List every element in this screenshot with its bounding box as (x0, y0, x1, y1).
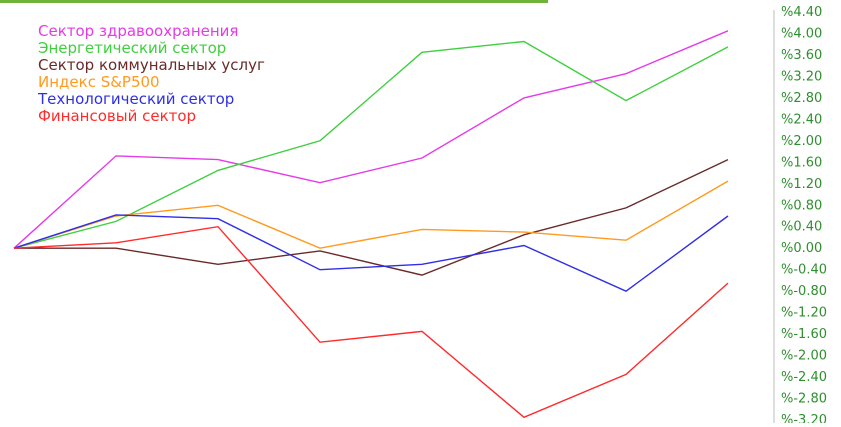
y-tick-label: %0.00 (781, 241, 822, 256)
y-tick-label: %-2.00 (781, 349, 827, 364)
series-line-5 (14, 215, 728, 291)
y-tick-label: %-3.20 (781, 413, 827, 423)
legend-entry-4: Индекс S&P500 (38, 73, 160, 91)
y-tick-label: %-0.40 (781, 263, 827, 278)
legend-entry-1: Сектор здравоохранения (38, 22, 238, 40)
y-tick-label: %-2.40 (781, 370, 827, 385)
y-tick-label: %2.40 (781, 112, 822, 127)
y-tick-label: %3.60 (781, 48, 822, 63)
legend-entry-2: Энергетический сектор (38, 39, 226, 57)
y-tick-label: %0.40 (781, 220, 822, 235)
y-tick-label: %1.20 (781, 177, 822, 192)
y-tick-label: %4.40 (781, 5, 822, 20)
y-tick-label: %-1.20 (781, 306, 827, 321)
series-line-3 (14, 160, 728, 276)
y-tick-label: %-0.80 (781, 284, 827, 299)
legend-entry-6: Финансовый сектор (38, 107, 196, 125)
y-tick-label: %-2.80 (781, 392, 827, 407)
series-line-6 (14, 227, 728, 418)
y-tick-label: %1.60 (781, 155, 822, 170)
y-tick-label: %3.20 (781, 69, 822, 84)
y-tick-label: %2.80 (781, 91, 822, 106)
y-tick-label: %-1.60 (781, 327, 827, 342)
legend-entry-3: Сектор коммунальных услуг (38, 56, 265, 74)
legend-entry-5: Технологический сектор (37, 90, 234, 108)
y-tick-label: %2.00 (781, 134, 822, 149)
y-tick-label: %4.00 (781, 27, 822, 42)
top-accent-bar (0, 0, 548, 3)
y-tick-label: %0.80 (781, 198, 822, 213)
